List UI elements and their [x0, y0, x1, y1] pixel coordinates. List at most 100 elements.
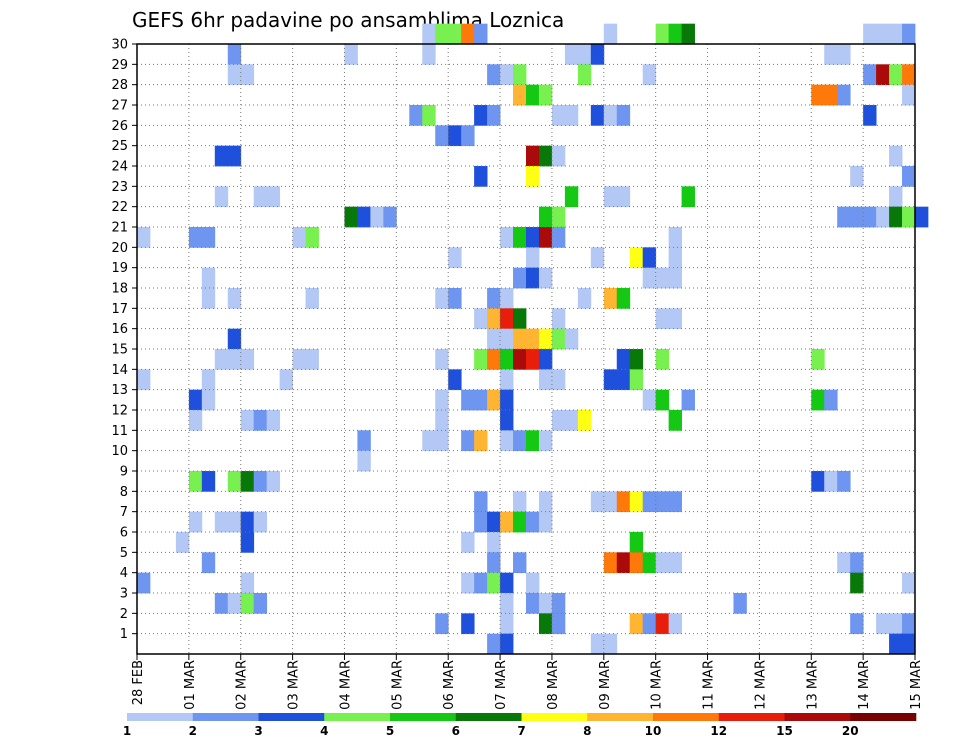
heatmap-cell: [616, 369, 631, 391]
heatmap-cell: [240, 532, 255, 553]
heatmap-cell: [253, 593, 268, 614]
heatmap-cell: [487, 532, 501, 553]
x-tick-label: 09 MAR: [598, 660, 613, 710]
colorbar-label: 4: [320, 724, 328, 738]
heatmap-cell: [500, 430, 514, 452]
x-tick-label: 28 FEB: [131, 660, 146, 705]
heatmap-cell: [824, 471, 838, 492]
heatmap-cell: [266, 471, 281, 492]
heatmap-cell: [435, 23, 449, 45]
heatmap-cells: [137, 23, 929, 655]
heatmap-cell: [811, 84, 825, 106]
heatmap-cell: [526, 145, 540, 167]
heatmap-cell: [616, 491, 631, 513]
heatmap-cell: [863, 64, 877, 86]
heatmap-cell: [500, 511, 514, 533]
heatmap-cell: [474, 23, 488, 45]
x-tick-label: 01 MAR: [183, 660, 198, 710]
y-tick-label: 29: [111, 58, 128, 73]
heatmap-cell: [448, 369, 462, 391]
heatmap-cell: [915, 206, 929, 228]
heatmap-cell: [642, 267, 657, 289]
heatmap-cell: [188, 471, 203, 492]
heatmap-cell: [357, 206, 371, 228]
heatmap-cell: [500, 410, 514, 431]
colorbar-label: 3: [254, 724, 262, 738]
x-tick-label: 06 MAR: [442, 660, 457, 710]
heatmap-cell: [590, 491, 605, 513]
heatmap-cell: [461, 389, 475, 411]
heatmap-cell: [629, 369, 644, 391]
heatmap-cell: [214, 593, 229, 614]
heatmap-cell: [837, 552, 851, 574]
heatmap-cell: [227, 349, 242, 370]
heatmap-cell: [538, 491, 553, 513]
heatmap-cell: [253, 511, 268, 533]
heatmap-cell: [435, 410, 449, 431]
y-tick-label: 7: [120, 505, 128, 520]
heatmap-cell: [538, 267, 553, 289]
heatmap-cell: [513, 227, 527, 248]
y-tick-label: 17: [111, 302, 128, 317]
heatmap-cell: [422, 23, 436, 45]
heatmap-cell: [668, 552, 682, 574]
heatmap-cell: [461, 125, 475, 147]
heatmap-cell: [500, 593, 514, 614]
heatmap-cell: [616, 186, 631, 208]
heatmap-cell: [590, 633, 605, 655]
y-tick-label: 13: [111, 383, 128, 398]
heatmap-cell: [655, 389, 670, 411]
colorbar-label: 2: [189, 724, 197, 738]
heatmap-cell: [603, 552, 618, 574]
heatmap-cell: [551, 613, 566, 635]
heatmap-cell: [811, 349, 825, 370]
heatmap-cell: [902, 572, 916, 594]
heatmap-cell: [538, 369, 553, 391]
heatmap-cell: [474, 572, 488, 594]
heatmap-cell: [500, 308, 514, 330]
heatmap-cell: [448, 247, 462, 269]
x-tick-label: 02 MAR: [235, 660, 250, 710]
heatmap-cell: [227, 471, 242, 492]
heatmap-cell: [889, 633, 903, 655]
heatmap-cell: [616, 349, 631, 370]
x-tick-label: 14 MAR: [857, 660, 872, 710]
heatmap-cell: [474, 389, 488, 411]
heatmap-cell: [487, 552, 501, 574]
heatmap-cell: [253, 186, 268, 208]
heatmap-cell: [902, 23, 916, 45]
heatmap-cell: [655, 267, 670, 289]
y-tick-label: 4: [120, 566, 128, 581]
heatmap-cell: [863, 206, 877, 228]
heatmap-cell: [850, 552, 864, 574]
heatmap-cell: [500, 349, 514, 370]
heatmap-cell: [850, 613, 864, 635]
heatmap-cell: [538, 430, 553, 452]
heatmap-cell: [577, 44, 592, 65]
colorbar-label: 8: [583, 724, 591, 738]
colorbar-swatch: [718, 713, 785, 721]
heatmap-cell: [551, 328, 566, 350]
heatmap-cell: [513, 491, 527, 513]
heatmap-cell: [435, 349, 449, 370]
heatmap-cell: [889, 186, 903, 208]
heatmap-cell: [435, 125, 449, 147]
heatmap-cell: [487, 511, 501, 533]
heatmap-cell: [824, 389, 838, 411]
heatmap-cell: [850, 572, 864, 594]
heatmap-cell: [240, 349, 255, 370]
heatmap-cell: [240, 410, 255, 431]
colorbar-label: 6: [452, 724, 460, 738]
heatmap-cell: [655, 613, 670, 635]
heatmap-cell: [513, 308, 527, 330]
grid-lines: [137, 44, 915, 654]
heatmap-cell: [655, 552, 670, 574]
heatmap-cell: [668, 491, 682, 513]
heatmap-cell: [188, 227, 203, 248]
heatmap-cell: [538, 84, 553, 106]
heatmap-cell: [201, 389, 216, 411]
heatmap-cell: [305, 227, 319, 248]
heatmap-cell: [513, 511, 527, 533]
heatmap-cell: [201, 288, 216, 309]
heatmap-cell: [551, 227, 566, 248]
